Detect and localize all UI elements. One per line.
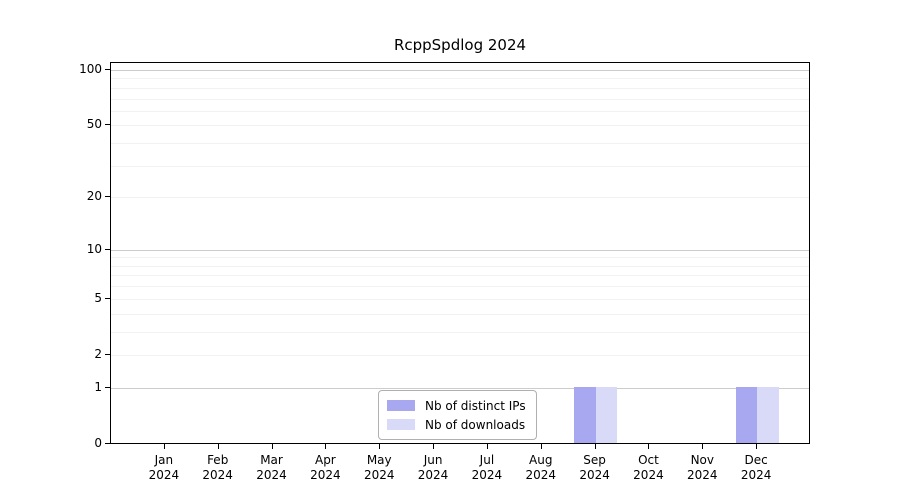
y-tick-label: 1: [94, 379, 102, 394]
minor-gridline: [111, 275, 809, 277]
major-gridline: [111, 249, 809, 251]
y-tick-mark: [105, 386, 110, 388]
x-tick-label: Apr 2024: [310, 453, 341, 482]
minor-gridline: [111, 98, 809, 100]
y-tick-mark: [105, 69, 110, 70]
x-tick-mark: [433, 444, 435, 449]
minor-gridline: [111, 87, 809, 89]
major-gridline: [111, 387, 809, 389]
y-tick-mark: [105, 124, 110, 126]
distinct-ips-swatch-icon: [387, 400, 415, 411]
y-tick-label: 2: [94, 346, 102, 361]
x-tick-label: Feb 2024: [202, 453, 233, 482]
x-tick-mark: [486, 444, 488, 449]
minor-gridline: [111, 143, 809, 145]
x-tick-mark: [648, 444, 650, 449]
bar-downloads: [757, 386, 779, 443]
legend: Nb of distinct IPs Nb of downloads: [378, 390, 537, 440]
x-tick-label: Jun 2024: [417, 453, 449, 482]
x-tick-label: Oct 2024: [633, 453, 664, 482]
y-tick-label: 20: [86, 189, 102, 204]
plot-area: [110, 62, 810, 444]
x-tick-label: Mar 2024: [256, 453, 287, 482]
legend-label-downloads: Nb of downloads: [425, 417, 526, 432]
x-tick-mark: [163, 444, 165, 449]
minor-gridline: [111, 354, 809, 356]
x-tick-mark: [217, 444, 219, 449]
x-tick-mark: [271, 444, 273, 449]
legend-item-distinct-ips: Nb of distinct IPs: [387, 396, 526, 415]
minor-gridline: [111, 298, 809, 300]
minor-gridline: [111, 257, 809, 259]
x-tick-mark: [379, 444, 381, 449]
y-tick-label: 10: [86, 241, 102, 256]
x-tick-label: Aug 2024: [525, 453, 557, 482]
x-tick-label: May 2024: [363, 453, 395, 482]
x-tick-mark: [756, 444, 758, 449]
y-tick-label: 50: [86, 117, 102, 132]
minor-gridline: [111, 165, 809, 167]
x-tick-label: Nov 2024: [687, 453, 718, 482]
minor-gridline: [111, 125, 809, 127]
minor-gridline: [111, 331, 809, 333]
y-tick-label: 100: [79, 62, 102, 76]
minor-gridline: [111, 313, 809, 315]
x-tick-label: Sep 2024: [579, 453, 610, 482]
x-tick-mark: [325, 444, 327, 449]
x-tick-mark: [702, 444, 704, 449]
minor-gridline: [111, 265, 809, 267]
x-tick-label: Jan 2024: [148, 453, 180, 482]
x-tick-mark: [594, 444, 596, 449]
y-tick-label: 0: [94, 436, 102, 450]
minor-gridline: [111, 286, 809, 288]
y-tick-label: 5: [94, 290, 102, 305]
x-tick-mark: [540, 444, 542, 449]
chart-title: RcppSpdlog 2024: [393, 36, 527, 54]
y-tick-mark: [105, 353, 110, 355]
y-tick-mark: [105, 196, 110, 198]
bar-distinct-ips: [735, 386, 758, 443]
major-gridline: [111, 70, 809, 71]
y-tick-mark: [105, 443, 110, 444]
minor-gridline: [111, 78, 809, 80]
x-tick-label: Dec 2024: [740, 453, 772, 482]
bar-downloads: [595, 386, 618, 443]
y-tick-mark: [105, 297, 110, 299]
downloads-swatch-icon: [387, 419, 415, 430]
x-tick-label: Jul 2024: [471, 453, 503, 482]
y-tick-mark: [105, 248, 110, 250]
legend-item-downloads: Nb of downloads: [387, 415, 526, 434]
bar-distinct-ips: [574, 386, 596, 443]
minor-gridline: [111, 110, 809, 112]
legend-label-distinct-ips: Nb of distinct IPs: [425, 398, 526, 413]
minor-gridline: [111, 197, 809, 199]
